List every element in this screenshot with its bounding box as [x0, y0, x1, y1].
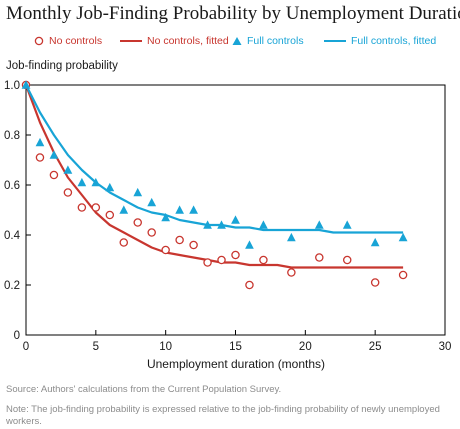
full-controls-point	[161, 212, 170, 222]
full-controls-point	[245, 240, 254, 249]
legend-label: No controls	[49, 35, 103, 47]
full-controls-point	[259, 220, 268, 229]
fitted-line-full-controls-fitted	[25, 84, 404, 234]
y-tick-label: 0.8	[4, 130, 20, 142]
legend-label: Full controls	[247, 35, 304, 47]
x-tick-label: 5	[93, 341, 99, 353]
line-marker-icon	[324, 40, 346, 42]
x-tick-label: 20	[299, 341, 312, 353]
no-controls-point	[119, 238, 129, 247]
full-controls-point	[91, 177, 101, 187]
no-controls-point	[175, 235, 184, 245]
axis-ticks: 0 5 10 15 20 25 30 0 0.2 0.4 0.6 0.8 1.0	[4, 80, 451, 353]
full-controls-point	[398, 232, 408, 242]
full-controls-point	[175, 205, 184, 214]
plot-border	[25, 84, 446, 336]
y-tick-label: 0.6	[4, 180, 20, 192]
full-controls-point	[314, 220, 324, 229]
no-controls-point	[91, 203, 101, 212]
triangle-marker-icon	[232, 37, 242, 45]
full-controls-point	[231, 215, 240, 224]
full-controls-point	[203, 220, 212, 229]
chart-legend: No controls No controls, fitted Full con…	[6, 34, 456, 50]
legend-item-full-controls-fitted: Full controls, fitted	[324, 34, 436, 48]
full-controls-point	[105, 182, 115, 192]
y-axis-label: Job-finding probability	[6, 60, 118, 72]
full-controls-point	[147, 197, 157, 207]
y-tick-label: 0	[14, 330, 20, 342]
x-axis-label: Unemployment duration (months)	[147, 357, 325, 371]
full-controls-point	[370, 237, 380, 247]
legend-label: No controls, fitted	[147, 35, 229, 47]
full-controls-point	[35, 137, 45, 147]
no-controls-point	[217, 255, 226, 265]
x-tick-label: 15	[229, 341, 242, 353]
x-tick-label: 30	[439, 341, 452, 353]
no-controls-point	[35, 153, 45, 162]
no-controls-point	[370, 278, 380, 287]
plot-frame	[25, 84, 446, 336]
legend-label: Full controls, fitted	[351, 35, 437, 47]
x-tick-label: 0	[23, 341, 29, 353]
no-controls-point	[203, 258, 212, 267]
no-controls-point	[398, 270, 408, 280]
full-controls-point	[189, 205, 198, 214]
footnote: Note: The job-finding probability is exp…	[6, 404, 440, 427]
full-controls-point	[217, 220, 226, 229]
line-marker-icon	[120, 40, 142, 42]
open-circle-marker-icon	[34, 36, 44, 46]
no-controls-point	[63, 188, 73, 197]
no-controls-point	[287, 268, 296, 277]
no-controls-point	[105, 210, 115, 220]
no-controls-point	[245, 280, 254, 290]
full-controls-point	[77, 177, 87, 187]
source-note: Source: Authors' calculations from the C…	[6, 384, 282, 395]
no-controls-point	[49, 170, 59, 180]
chart-title: Monthly Job-Finding Probability by Unemp…	[6, 3, 460, 24]
no-controls-point	[315, 253, 324, 262]
full-controls-point	[21, 80, 31, 89]
full-controls-point	[63, 165, 73, 174]
x-tick-label: 25	[369, 341, 382, 353]
y-tick-label: 1.0	[4, 80, 20, 92]
data-points	[21, 80, 408, 290]
no-controls-point	[77, 203, 87, 212]
no-controls-point	[231, 250, 240, 260]
no-controls-point	[342, 255, 352, 265]
full-controls-point	[287, 232, 296, 242]
legend-item-full-controls: Full controls	[232, 34, 304, 48]
y-tick-label: 0.2	[4, 280, 20, 292]
no-controls-point	[133, 218, 142, 227]
x-tick-label: 10	[159, 341, 172, 353]
no-controls-point	[189, 240, 198, 250]
full-controls-point	[342, 220, 352, 229]
y-tick-label: 0.4	[4, 230, 21, 242]
full-controls-point	[133, 187, 143, 197]
fitted-lines	[24, 84, 404, 269]
full-controls-point	[119, 205, 129, 214]
legend-item-no-controls: No controls	[34, 34, 102, 48]
legend-item-no-controls-fitted: No controls, fitted	[120, 34, 229, 48]
no-controls-point	[161, 245, 170, 255]
no-controls-point	[147, 228, 156, 237]
fitted-line-no-controls-fitted	[24, 84, 404, 269]
no-controls-point	[259, 255, 268, 265]
full-controls-point	[49, 150, 59, 159]
